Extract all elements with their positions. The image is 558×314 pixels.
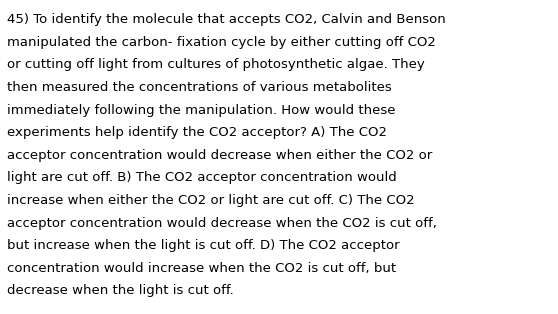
Text: acceptor concentration would decrease when either the CO2 or: acceptor concentration would decrease wh…: [7, 149, 432, 162]
Text: immediately following the manipulation. How would these: immediately following the manipulation. …: [7, 104, 396, 116]
Text: light are cut off. B) The CO2 acceptor concentration would: light are cut off. B) The CO2 acceptor c…: [7, 171, 397, 184]
Text: or cutting off light from cultures of photosynthetic algae. They: or cutting off light from cultures of ph…: [7, 58, 425, 71]
Text: then measured the concentrations of various metabolites: then measured the concentrations of vari…: [7, 81, 392, 94]
Text: but increase when the light is cut off. D) The CO2 acceptor: but increase when the light is cut off. …: [7, 239, 400, 252]
Text: manipulated the carbon- fixation cycle by either cutting off CO2: manipulated the carbon- fixation cycle b…: [7, 36, 436, 49]
Text: 45) To identify the molecule that accepts CO2, Calvin and Benson: 45) To identify the molecule that accept…: [7, 13, 446, 26]
Text: acceptor concentration would decrease when the CO2 is cut off,: acceptor concentration would decrease wh…: [7, 217, 437, 230]
Text: increase when either the CO2 or light are cut off. C) The CO2: increase when either the CO2 or light ar…: [7, 194, 415, 207]
Text: decrease when the light is cut off.: decrease when the light is cut off.: [7, 284, 234, 297]
Text: experiments help identify the CO2 acceptor? A) The CO2: experiments help identify the CO2 accept…: [7, 126, 387, 139]
Text: concentration would increase when the CO2 is cut off, but: concentration would increase when the CO…: [7, 262, 396, 275]
